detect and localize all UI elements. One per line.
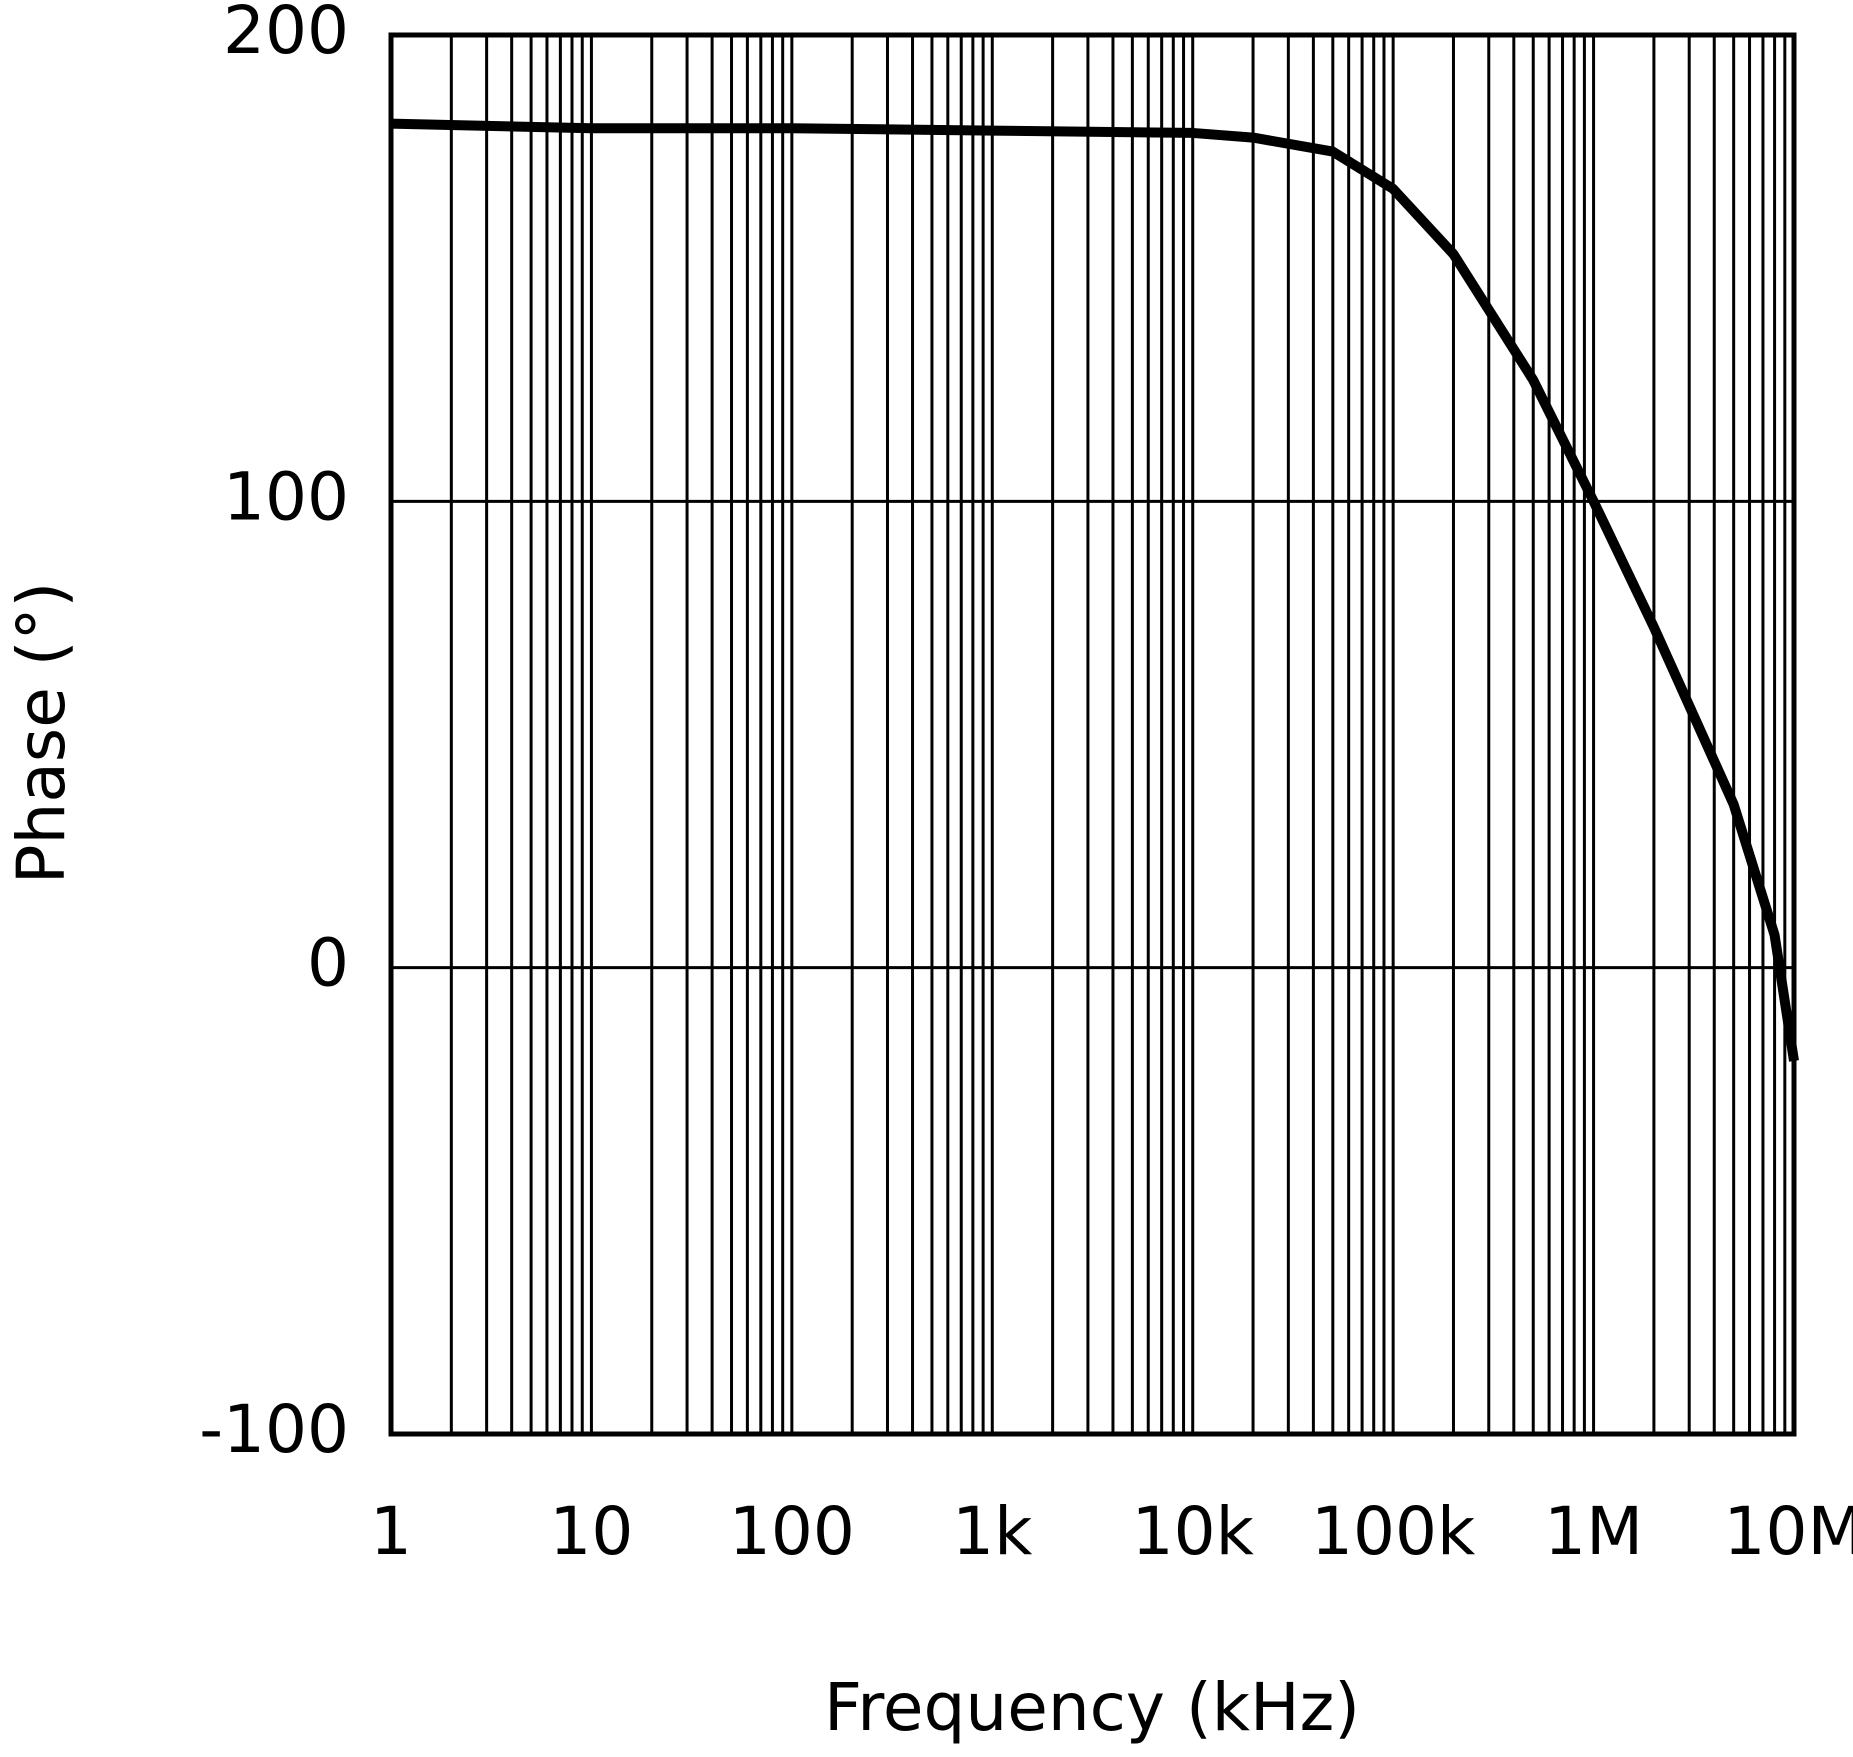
y-tick-label: 0	[307, 925, 349, 1002]
x-tick-label: 1	[370, 1493, 412, 1570]
y-tick-label: -100	[199, 1391, 349, 1468]
data-line	[390, 118, 1799, 1062]
y-tick-label: 100	[223, 458, 349, 535]
plot-frame	[388, 32, 1797, 1437]
x-tick-label: 100	[729, 1493, 855, 1570]
x-tick-label: 10M	[1724, 1493, 1853, 1570]
y-axis-title: Phase (°)	[3, 582, 80, 885]
x-tick-label: 10	[549, 1493, 633, 1570]
x-axis-title: Frequency (kHz)	[824, 1669, 1360, 1746]
x-tick-label: 10k	[1132, 1493, 1255, 1570]
y-tick-label: 200	[223, 0, 349, 69]
x-tick-label: 100k	[1311, 1493, 1476, 1570]
x-tick-label: 1k	[952, 1493, 1033, 1570]
x-tick-label: 1M	[1544, 1493, 1643, 1570]
